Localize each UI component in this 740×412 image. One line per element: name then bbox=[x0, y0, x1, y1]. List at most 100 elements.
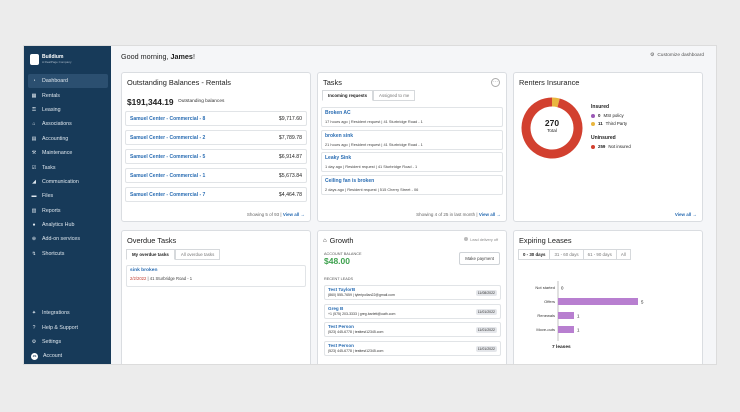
lead-item[interactable]: Test Person (523) 445-6778 | testtest1234… bbox=[324, 322, 501, 337]
home-icon: ⌂ bbox=[323, 237, 327, 244]
lightning-icon: ↯ bbox=[31, 250, 37, 257]
sidebar-item-label: Reports bbox=[42, 207, 61, 214]
task-item[interactable]: Ceiling fan is broken 2 days ago | Reside… bbox=[321, 174, 503, 195]
logo-mark bbox=[30, 54, 39, 65]
view-all-link[interactable]: View all → bbox=[282, 212, 305, 217]
sidebar-item-settings[interactable]: ⚙ Settings bbox=[28, 335, 108, 349]
overdue-tabs: My overdue tasks All overdue tasks bbox=[126, 249, 221, 260]
view-all-link[interactable]: View all → bbox=[674, 212, 697, 217]
tab-all-overdue[interactable]: All overdue tasks bbox=[174, 249, 221, 260]
footer-count: Showing 4 of 25 in last month | bbox=[416, 212, 478, 217]
sidebar-item-label: Shortcuts bbox=[42, 250, 65, 257]
key-icon: ⚿ bbox=[32, 106, 36, 113]
legend-count: 11 bbox=[598, 121, 603, 126]
lease-tab[interactable]: All bbox=[615, 249, 631, 260]
sidebar-item-leasing[interactable]: ⚿ Leasing bbox=[28, 103, 108, 117]
more-options-icon[interactable]: ⋯ bbox=[491, 78, 500, 87]
overdue-date: 2/2/2022 bbox=[130, 276, 147, 281]
sidebar-item-maintenance[interactable]: ⚒ Maintenance bbox=[28, 146, 108, 160]
make-payment-button[interactable]: Make payment bbox=[459, 252, 500, 265]
sidebar-item-help-support[interactable]: ? Help & Support bbox=[28, 320, 108, 334]
donut-center: 270 Total bbox=[520, 118, 584, 133]
outstanding-balances-card: Outstanding Balances - Rentals $191,344.… bbox=[121, 72, 311, 222]
sidebar-item-communication[interactable]: ◢ Communication bbox=[28, 175, 108, 189]
lead-item[interactable]: Test TaylorB (860) 555-7659 | tyleripolla… bbox=[324, 285, 501, 300]
task-meta: 2 days ago | Resident request | 515 Cher… bbox=[325, 186, 419, 192]
expiring-leases-bar-chart: Not started 0 Offers 5 Renewals 1 Move-outs 1 bbox=[535, 281, 644, 341]
unit-name: Samuel Center - Commercial - 7 bbox=[130, 191, 206, 198]
overdue-task-meta: 2/2/2022 | 41 Sturbridge Road - 1 bbox=[130, 276, 302, 281]
lease-tabs: 0 - 30 days 31 - 60 days 61 - 90 days All bbox=[518, 249, 631, 260]
unit-name: Samuel Center - Commercial - 5 bbox=[130, 153, 206, 160]
lead-item[interactable]: Test Person (523) 445-6778 | testtest1234… bbox=[324, 340, 501, 356]
view-all-link[interactable]: View all → bbox=[478, 212, 501, 217]
card-footer: Showing 4 of 25 in last month | View all… bbox=[416, 212, 501, 217]
task-item[interactable]: Broken AC 17 hours ago | Resident request… bbox=[321, 107, 503, 127]
sidebar-item-label: Files bbox=[42, 193, 54, 200]
sidebar-item-tasks[interactable]: ☑ Tasks bbox=[28, 160, 108, 174]
balance-value: $48.00 bbox=[324, 256, 350, 266]
donut-total-label: Total bbox=[547, 128, 557, 133]
overdue-task-item[interactable]: sink broken 2/2/2022 | 41 Sturbridge Roa… bbox=[126, 265, 306, 287]
task-item[interactable]: broken sink 21 hours ago | Resident reque… bbox=[321, 129, 503, 150]
sidebar-item-label: Dashboard bbox=[42, 78, 68, 85]
unit-name: Samuel Center - Commercial - 1 bbox=[130, 172, 206, 179]
insured-legend: Insured 0 MSI policy 11 Third Party bbox=[591, 104, 627, 126]
tab-my-overdue[interactable]: My overdue tasks bbox=[126, 249, 175, 260]
lead-delivery-label: Lead delivery off bbox=[470, 238, 498, 242]
balance-row[interactable]: Samuel Center - Commercial - 7 $4,464.78 bbox=[125, 187, 307, 202]
sidebar: Buildium A RealPage Company ◔ Dashboard ▦ R… bbox=[24, 46, 111, 364]
lead-name: Greg B bbox=[328, 305, 344, 311]
lead-item[interactable]: Greg B +1 (575) 203-3333 | greg.barlett@o… bbox=[324, 303, 501, 319]
sidebar-item-integrations[interactable]: ✦ Integrations bbox=[28, 306, 108, 320]
growth-card: ⌂ Growth Lead delivery off ACCOUNT BALAN… bbox=[317, 230, 507, 364]
bar-category-label: Not started bbox=[535, 285, 555, 290]
customize-dashboard-button[interactable]: ⚙ Customize dashboard bbox=[650, 53, 704, 58]
balance-row[interactable]: Samuel Center - Commercial - 2 $7,789.78 bbox=[125, 130, 307, 145]
sidebar-item-shortcuts[interactable]: ↯ Shortcuts bbox=[28, 247, 108, 261]
sidebar-item-accounting[interactable]: ▤ Accounting bbox=[28, 132, 108, 146]
leases-total: 7 leases bbox=[552, 345, 571, 350]
sidebar-item-files[interactable]: ▬ Files bbox=[28, 189, 108, 203]
sidebar-item-associations[interactable]: ⌂ Associations bbox=[28, 117, 108, 131]
checklist-icon: ☑ bbox=[31, 164, 37, 171]
overdue-tasks-card: Overdue Tasks My overdue tasks All overd… bbox=[121, 230, 311, 364]
card-title: Expiring Leases bbox=[519, 236, 572, 245]
sidebar-item-label: Leasing bbox=[42, 106, 61, 113]
app-window: Buildium A RealPage Company ◔ Dashboard ▦ R… bbox=[24, 46, 716, 364]
lease-tab[interactable]: 0 - 30 days bbox=[518, 249, 551, 260]
balance-row[interactable]: Samuel Center - Commercial - 5 $6,914.87 bbox=[125, 149, 307, 164]
sidebar-item-rentals[interactable]: ▦ Rentals bbox=[28, 88, 108, 102]
dashboard-icon: ◔ bbox=[32, 78, 36, 85]
legend-count: 259 bbox=[598, 144, 606, 149]
sidebar-item-reports[interactable]: ▥ Reports bbox=[28, 204, 108, 218]
balance-row[interactable]: Samuel Center - Commercial - 1 $5,673.84 bbox=[125, 168, 307, 183]
tab-assigned-to-me[interactable]: Assigned to me bbox=[373, 90, 416, 101]
analytics-icon: ● bbox=[32, 222, 36, 229]
card-footer: Showing 5 of 93 | View all → bbox=[247, 212, 305, 217]
bar bbox=[558, 326, 574, 333]
tasks-tabs: Incoming requests Assigned to me bbox=[322, 90, 416, 101]
wrench-icon: ⚒ bbox=[31, 150, 37, 157]
lease-tab[interactable]: 61 - 90 days bbox=[582, 249, 617, 260]
task-item[interactable]: Leaky Sink 1 day ago | Resident request |… bbox=[321, 152, 503, 172]
logo[interactable]: Buildium A RealPage Company bbox=[30, 54, 72, 65]
bar bbox=[558, 312, 574, 319]
lease-tab[interactable]: 31 - 60 days bbox=[549, 249, 584, 260]
tab-incoming-requests[interactable]: Incoming requests bbox=[322, 90, 374, 101]
report-icon: ▥ bbox=[31, 207, 37, 214]
balance-row[interactable]: Samuel Center - Commercial - 8 $9,717.60 bbox=[125, 111, 307, 126]
lead-date: 11/08/2022 bbox=[475, 290, 497, 296]
sidebar-item-label: Maintenance bbox=[42, 150, 73, 157]
sidebar-item-analytics-hub[interactable]: ● Analytics Hub bbox=[28, 218, 108, 232]
sidebar-item-label: Rentals bbox=[42, 92, 60, 99]
legend-dot bbox=[591, 113, 595, 118]
lead-delivery-toggle[interactable]: Lead delivery off bbox=[464, 237, 498, 242]
sidebar-item-account[interactable]: JS Account bbox=[28, 349, 108, 363]
greeting: Good morning, James! bbox=[121, 52, 195, 61]
sidebar-item-add-on-services[interactable]: ⊕ Add-on services bbox=[28, 232, 108, 246]
sidebar-item-dashboard[interactable]: ◔ Dashboard bbox=[28, 74, 108, 89]
balance-label: ACCOUNT BALANCE bbox=[324, 252, 362, 256]
legend-item: 259 Not insured bbox=[591, 144, 631, 149]
task-title: Ceiling fan is broken bbox=[325, 177, 375, 184]
